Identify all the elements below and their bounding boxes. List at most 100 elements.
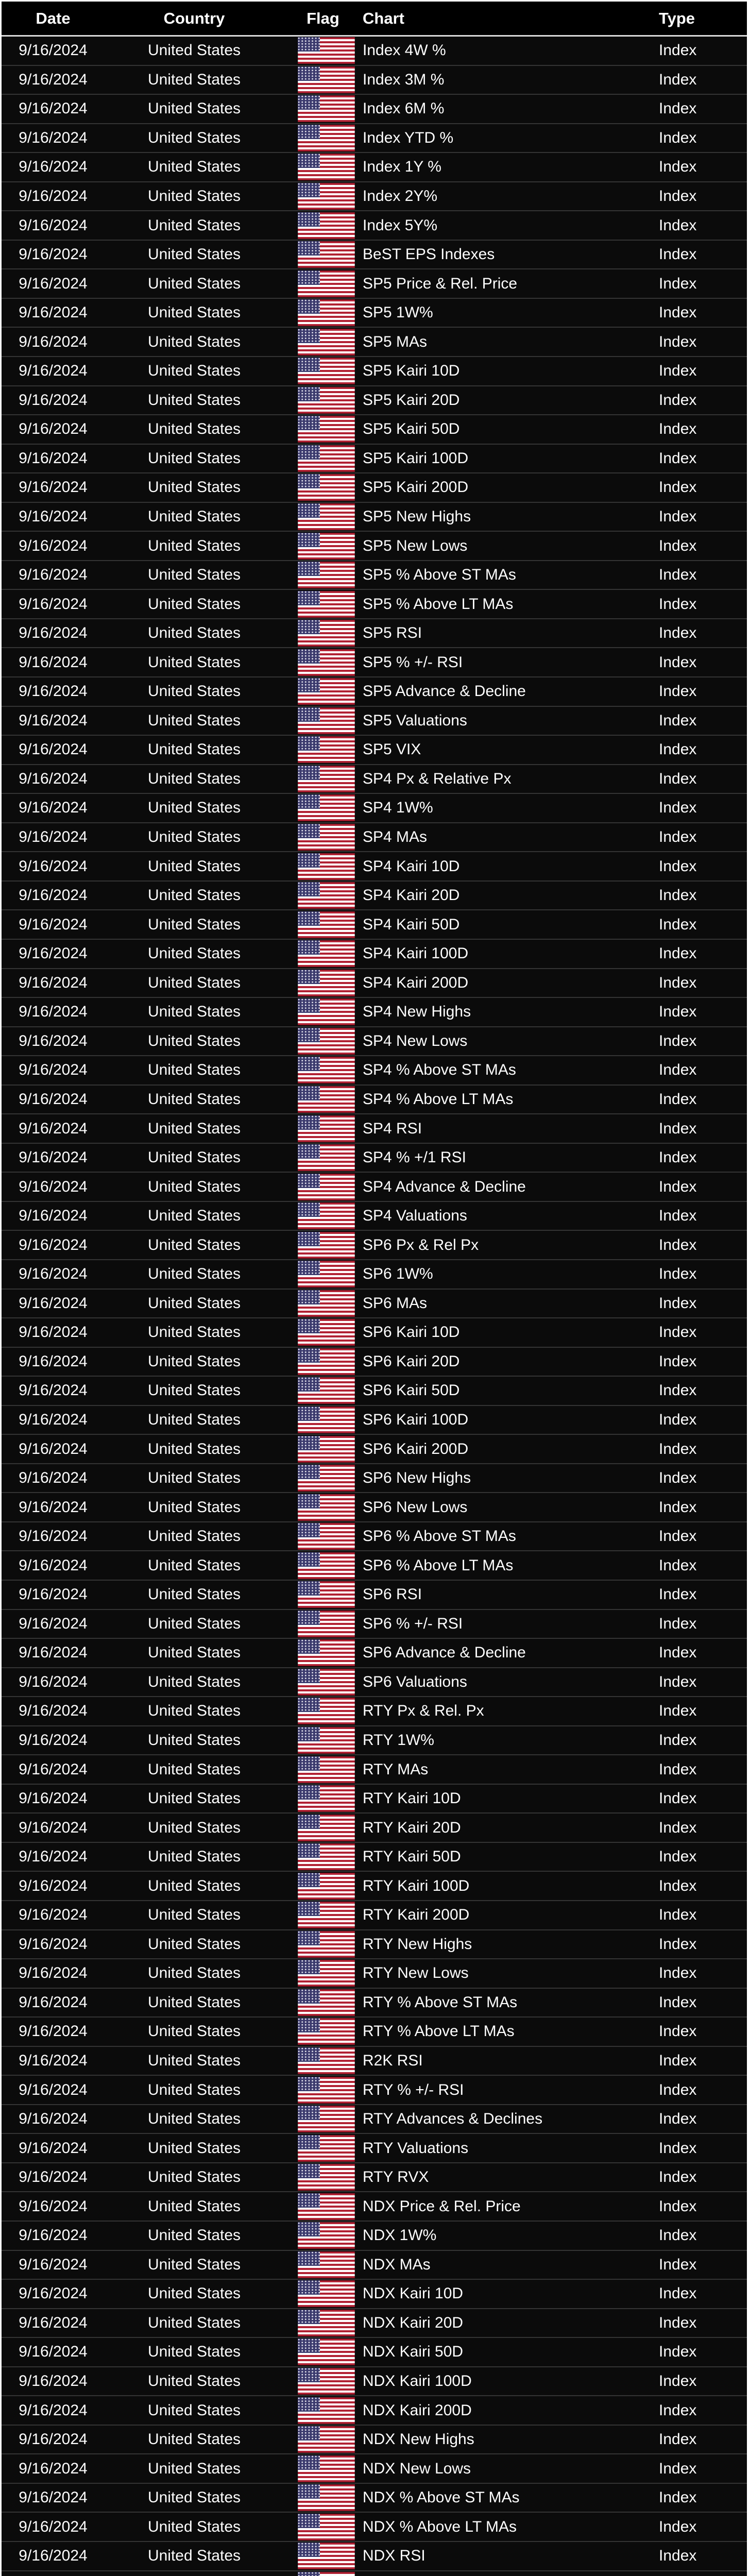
table-row[interactable]: 9/16/2024 United States SP5 % Above LT M… (2, 590, 747, 619)
table-row[interactable]: 9/16/2024 United States R2K RSI Index (2, 2046, 747, 2076)
table-row[interactable]: 9/16/2024 United States Index 6M % Index (2, 95, 747, 124)
table-row[interactable]: 9/16/2024 United States SP5 Kairi 50D In… (2, 415, 747, 445)
table-row[interactable]: 9/16/2024 United States SP4 New Lows Ind… (2, 1027, 747, 1057)
table-row[interactable]: 9/16/2024 United States BeST EPS Indexes… (2, 240, 747, 270)
table-row[interactable]: 9/16/2024 United States SP6 MAs Index (2, 1289, 747, 1319)
table-row[interactable]: 9/16/2024 United States Index 2Y% Index (2, 182, 747, 212)
table-row[interactable]: 9/16/2024 United States SP6 Kairi 200D I… (2, 1435, 747, 1464)
table-row[interactable]: 9/16/2024 United States RTY Px & Rel. Px… (2, 1697, 747, 1726)
table-row[interactable]: 9/16/2024 United States Index 1Y % Index (2, 153, 747, 182)
table-row[interactable]: 9/16/2024 United States SP5 Valuations I… (2, 706, 747, 736)
table-row[interactable]: 9/16/2024 United States SP5 % Above ST M… (2, 561, 747, 590)
table-row[interactable]: 9/16/2024 United States NDX % +/1 RSI In… (2, 2571, 747, 2576)
table-row[interactable]: 9/16/2024 United States SP6 % Above ST M… (2, 1522, 747, 1552)
table-row[interactable]: 9/16/2024 United States SP4 1W% Index (2, 794, 747, 823)
table-row[interactable]: 9/16/2024 United States SP5 RSI Index (2, 619, 747, 649)
table-row[interactable]: 9/16/2024 United States RTY New Lows Ind… (2, 1959, 747, 1989)
table-row[interactable]: 9/16/2024 United States RTY New Highs In… (2, 1930, 747, 1960)
table-row[interactable]: 9/16/2024 United States RTY % Above LT M… (2, 2018, 747, 2047)
table-row[interactable]: 9/16/2024 United States SP6 1W% Index (2, 1260, 747, 1290)
table-row[interactable]: 9/16/2024 United States NDX 1W% Index (2, 2222, 747, 2251)
table-row[interactable]: 9/16/2024 United States SP4 New Highs In… (2, 998, 747, 1027)
table-row[interactable]: 9/16/2024 United States SP6 Valuations I… (2, 1668, 747, 1698)
table-row[interactable]: 9/16/2024 United States RTY Kairi 200D I… (2, 1901, 747, 1930)
table-row[interactable]: 9/16/2024 United States RTY 1W% Index (2, 1726, 747, 1756)
table-row[interactable]: 9/16/2024 United States RTY % +/- RSI In… (2, 2076, 747, 2105)
table-row[interactable]: 9/16/2024 United States NDX Kairi 200D I… (2, 2396, 747, 2426)
table-row[interactable]: 9/16/2024 United States RTY Valuations I… (2, 2134, 747, 2163)
flag-cell (284, 1377, 362, 1405)
table-row[interactable]: 9/16/2024 United States RTY Kairi 50D In… (2, 1842, 747, 1872)
date-cell: 9/16/2024 (19, 916, 88, 933)
us-flag-icon (297, 2397, 355, 2424)
table-row[interactable]: 9/16/2024 United States RTY Advances & D… (2, 2105, 747, 2134)
table-row[interactable]: 9/16/2024 United States NDX % Above LT M… (2, 2513, 747, 2543)
table-row[interactable]: 9/16/2024 United States SP4 Kairi 100D I… (2, 939, 747, 969)
table-row[interactable]: 9/16/2024 United States RTY MAs Index (2, 1755, 747, 1785)
flag-cell (284, 2251, 362, 2279)
table-row[interactable]: 9/16/2024 United States SP4 Advance & De… (2, 1173, 747, 1202)
table-row[interactable]: 9/16/2024 United States RTY Kairi 100D I… (2, 1872, 747, 1901)
table-row[interactable]: 9/16/2024 United States SP4 Px & Relativ… (2, 765, 747, 794)
table-row[interactable]: 9/16/2024 United States SP6 % +/- RSI In… (2, 1609, 747, 1639)
table-row[interactable]: 9/16/2024 United States SP5 Kairi 100D I… (2, 444, 747, 474)
table-row[interactable]: 9/16/2024 United States SP6 Px & Rel Px … (2, 1231, 747, 1260)
table-row[interactable]: 9/16/2024 United States RTY Kairi 20D In… (2, 1814, 747, 1843)
table-row[interactable]: 9/16/2024 United States SP4 Kairi 200D I… (2, 969, 747, 998)
table-row[interactable]: 9/16/2024 United States SP5 Advance & De… (2, 677, 747, 707)
us-flag-icon (297, 154, 355, 181)
table-row[interactable]: 9/16/2024 United States NDX MAs Index (2, 2250, 747, 2280)
table-row[interactable]: 9/16/2024 United States Index 3M % Index (2, 65, 747, 95)
type-cell: Index (659, 1935, 697, 1953)
table-row[interactable]: 9/16/2024 United States SP5 New Highs In… (2, 502, 747, 532)
table-row[interactable]: 9/16/2024 United States SP4 MAs Index (2, 823, 747, 853)
table-row[interactable]: 9/16/2024 United States SP6 RSI Index (2, 1580, 747, 1610)
table-row[interactable]: 9/16/2024 United States SP5 Kairi 10D In… (2, 357, 747, 386)
table-row[interactable]: 9/16/2024 United States SP4 Kairi 50D In… (2, 910, 747, 940)
table-row[interactable]: 9/16/2024 United States SP6 % Above LT M… (2, 1551, 747, 1581)
table-row[interactable]: 9/16/2024 United States SP6 Kairi 100D I… (2, 1405, 747, 1435)
table-row[interactable]: 9/16/2024 United States SP5 VIX Index (2, 736, 747, 765)
chart-cell: BeST EPS Indexes (363, 246, 495, 263)
table-row[interactable]: 9/16/2024 United States NDX Price & Rel.… (2, 2192, 747, 2222)
table-row[interactable]: 9/16/2024 United States NDX Kairi 10D In… (2, 2280, 747, 2309)
table-row[interactable]: 9/16/2024 United States SP4 Kairi 10D In… (2, 852, 747, 882)
flag-cell (284, 1930, 362, 1959)
table-row[interactable]: 9/16/2024 United States NDX Kairi 100D I… (2, 2367, 747, 2397)
table-row[interactable]: 9/16/2024 United States SP5 Kairi 200D I… (2, 473, 747, 503)
table-row[interactable]: 9/16/2024 United States RTY Kairi 10D In… (2, 1784, 747, 1814)
table-row[interactable]: 9/16/2024 United States SP6 Kairi 10D In… (2, 1318, 747, 1348)
chart-cell: SP5 % +/- RSI (363, 653, 463, 671)
table-row[interactable]: 9/16/2024 United States RTY % Above ST M… (2, 1988, 747, 2018)
table-row[interactable]: 9/16/2024 United States SP5 % +/- RSI In… (2, 648, 747, 678)
table-row[interactable]: 9/16/2024 United States NDX Kairi 50D In… (2, 2338, 747, 2367)
table-row[interactable]: 9/16/2024 United States NDX New Highs In… (2, 2425, 747, 2455)
table-row[interactable]: 9/16/2024 United States SP4 Kairi 20D In… (2, 881, 747, 911)
table-row[interactable]: 9/16/2024 United States SP5 Price & Rel.… (2, 269, 747, 299)
table-row[interactable]: 9/16/2024 United States SP6 Advance & De… (2, 1639, 747, 1668)
table-row[interactable]: 9/16/2024 United States Index 4W % Index (2, 37, 747, 66)
table-row[interactable]: 9/16/2024 United States SP6 Kairi 20D In… (2, 1347, 747, 1377)
us-flag-icon (297, 853, 355, 880)
table-row[interactable]: 9/16/2024 United States NDX New Lows Ind… (2, 2454, 747, 2484)
table-row[interactable]: 9/16/2024 United States SP6 New Lows Ind… (2, 1493, 747, 1522)
table-row[interactable]: 9/16/2024 United States SP6 New Highs In… (2, 1464, 747, 1494)
table-row[interactable]: 9/16/2024 United States NDX Kairi 20D In… (2, 2309, 747, 2338)
flag-cell (284, 2338, 362, 2366)
table-row[interactable]: 9/16/2024 United States NDX RSI Index (2, 2542, 747, 2571)
table-row[interactable]: 9/16/2024 United States RTY RVX Index (2, 2163, 747, 2193)
date-cell: 9/16/2024 (19, 449, 88, 467)
table-row[interactable]: 9/16/2024 United States SP4 % Above LT M… (2, 1085, 747, 1115)
table-row[interactable]: 9/16/2024 United States NDX % Above ST M… (2, 2483, 747, 2513)
table-row[interactable]: 9/16/2024 United States SP5 1W% Index (2, 298, 747, 328)
table-row[interactable]: 9/16/2024 United States SP5 Kairi 20D In… (2, 386, 747, 416)
table-row[interactable]: 9/16/2024 United States SP5 New Lows Ind… (2, 532, 747, 561)
table-row[interactable]: 9/16/2024 United States SP6 Kairi 50D In… (2, 1377, 747, 1406)
table-row[interactable]: 9/16/2024 United States Index YTD % Inde… (2, 124, 747, 154)
table-row[interactable]: 9/16/2024 United States SP5 MAs Index (2, 328, 747, 358)
table-row[interactable]: 9/16/2024 United States SP4 % +/1 RSI In… (2, 1143, 747, 1173)
table-row[interactable]: 9/16/2024 United States SP4 RSI Index (2, 1114, 747, 1144)
table-row[interactable]: 9/16/2024 United States SP4 % Above ST M… (2, 1056, 747, 1086)
table-row[interactable]: 9/16/2024 United States SP4 Valuations I… (2, 1201, 747, 1231)
table-row[interactable]: 9/16/2024 United States Index 5Y% Index (2, 211, 747, 241)
